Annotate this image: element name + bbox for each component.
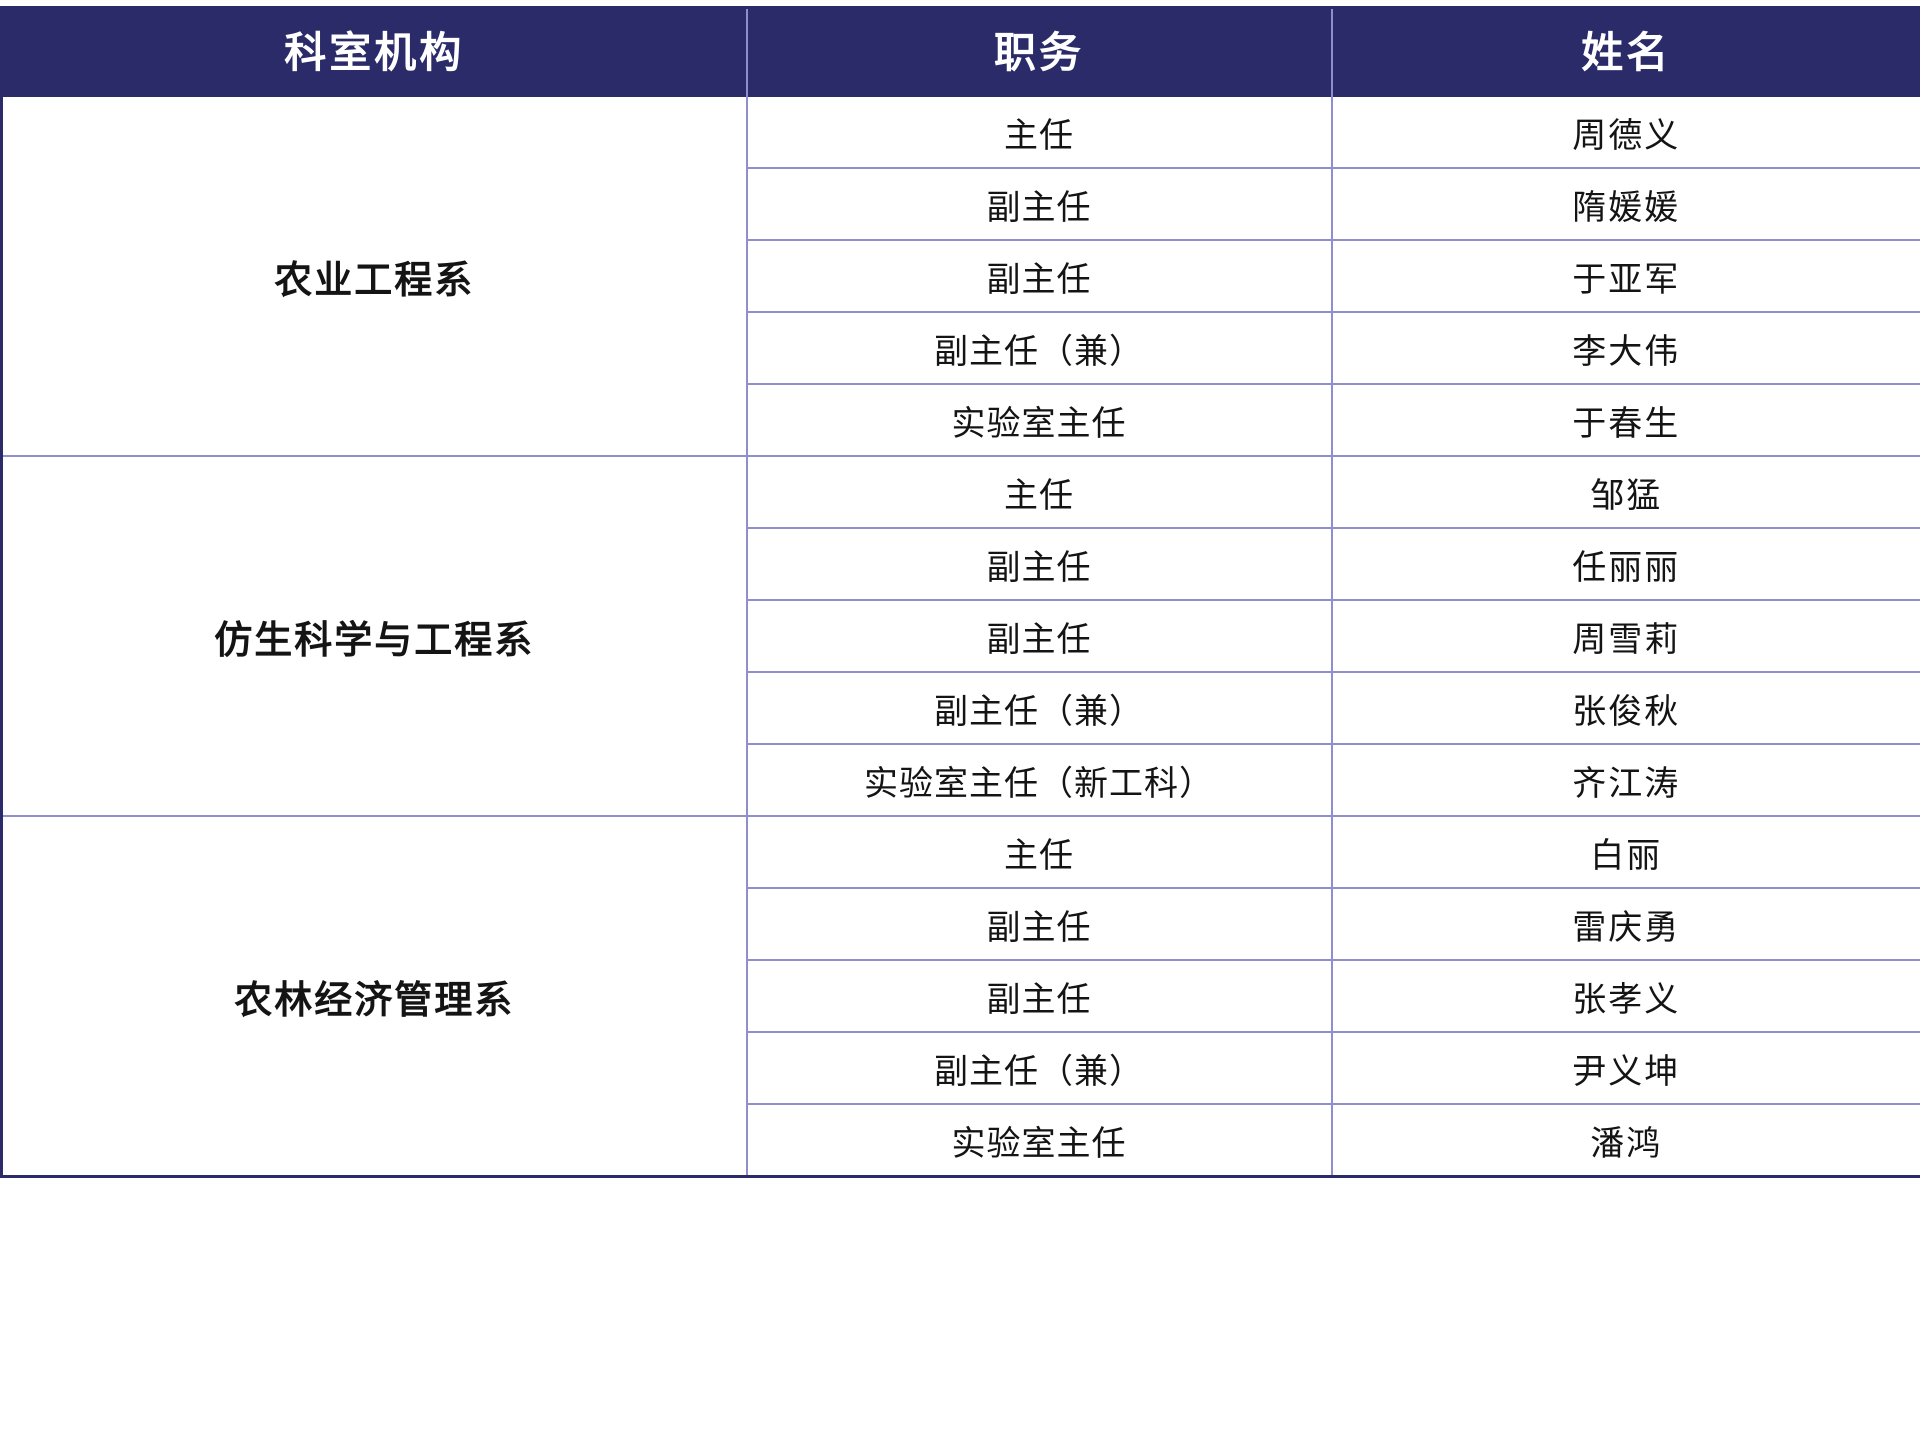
position-cell: 副主任 bbox=[746, 168, 1333, 241]
table-row: 副主任（兼） 李大伟 bbox=[2, 312, 1920, 385]
department-cell: 仿生科学与工程系 bbox=[1, 456, 748, 817]
person-name-cell: 于亚军 bbox=[1331, 240, 1920, 313]
table-row: 副主任 于亚军 bbox=[2, 240, 1920, 313]
person-name-cell: 尹义坤 bbox=[1331, 1032, 1920, 1105]
position-cell: 主任 bbox=[746, 97, 1333, 169]
position-cell: 副主任 bbox=[746, 888, 1333, 961]
person-name-cell: 潘鸿 bbox=[1331, 1104, 1920, 1177]
position-cell: 副主任（兼） bbox=[746, 672, 1333, 745]
person-name-cell: 齐江涛 bbox=[1331, 744, 1920, 817]
table-header: 科室机构 职务 姓名 bbox=[1, 7, 1920, 97]
person-name-cell: 张俊秋 bbox=[1331, 672, 1920, 745]
table-row: 副主任 周雪莉 bbox=[2, 600, 1920, 673]
department-staff-table: 科室机构 职务 姓名 农业工程系 主任 周德义 副主任 隋媛媛 副主任 于亚军 副主任（兼）李… bbox=[0, 6, 1920, 1178]
column-header-position: 职务 bbox=[746, 7, 1333, 97]
person-name-cell: 周德义 bbox=[1331, 97, 1920, 169]
position-cell: 副主任 bbox=[746, 960, 1333, 1033]
table-row: 实验室主任 潘鸿 bbox=[2, 1104, 1920, 1177]
department-cell: 农林经济管理系 bbox=[1, 816, 748, 1178]
table-row: 副主任（兼） 张俊秋 bbox=[2, 672, 1920, 745]
person-name-cell: 于春生 bbox=[1331, 384, 1920, 457]
table-row: 仿生科学与工程系 主任 邹猛 bbox=[1, 456, 1920, 817]
column-header-name: 姓名 bbox=[1331, 7, 1920, 97]
position-cell: 副主任 bbox=[746, 600, 1333, 673]
table-row: 副主任 张孝义 bbox=[2, 960, 1920, 1033]
person-name-cell: 任丽丽 bbox=[1331, 528, 1920, 601]
person-name-cell: 张孝义 bbox=[1331, 960, 1920, 1033]
table-row: 副主任 隋媛媛 bbox=[2, 168, 1920, 241]
person-name-cell: 雷庆勇 bbox=[1331, 888, 1920, 961]
table-row: 实验室主任 于春生 bbox=[2, 384, 1920, 457]
position-cell: 实验室主任（新工科） bbox=[746, 744, 1333, 817]
department-cell: 农业工程系 bbox=[1, 97, 748, 457]
position-cell: 副主任 bbox=[746, 240, 1333, 313]
header-row: 科室机构 职务 姓名 bbox=[1, 7, 1920, 97]
position-cell: 实验室主任 bbox=[746, 1104, 1333, 1177]
position-cell: 副主任（兼） bbox=[746, 1032, 1333, 1105]
person-name-cell: 邹猛 bbox=[1331, 456, 1920, 529]
position-cell: 主任 bbox=[746, 816, 1333, 889]
person-name-cell: 隋媛媛 bbox=[1331, 168, 1920, 241]
person-name-cell: 李大伟 bbox=[1331, 312, 1920, 385]
table-row: 副主任 任丽丽 bbox=[2, 528, 1920, 601]
table-row: 农业工程系 主任 周德义 bbox=[1, 97, 1920, 457]
position-cell: 副主任（兼） bbox=[746, 312, 1333, 385]
position-cell: 副主任 bbox=[746, 528, 1333, 601]
table-body: 农业工程系 主任 周德义 副主任 隋媛媛 副主任 于亚军 副主任（兼） 李大伟 实验室主任 于春生仿… bbox=[1, 97, 1920, 1178]
table-row: 副主任（兼） 尹义坤 bbox=[2, 1032, 1920, 1105]
table-row: 副主任 雷庆勇 bbox=[2, 888, 1920, 961]
table-row: 农林经济管理系 主任 白丽 bbox=[1, 816, 1920, 1178]
column-header-department: 科室机构 bbox=[1, 7, 748, 97]
table-row: 实验室主任（新工科） 齐江涛 bbox=[2, 744, 1920, 817]
person-name-cell: 周雪莉 bbox=[1331, 600, 1920, 673]
position-cell: 实验室主任 bbox=[746, 384, 1333, 457]
position-cell: 主任 bbox=[746, 456, 1333, 529]
person-name-cell: 白丽 bbox=[1331, 816, 1920, 889]
